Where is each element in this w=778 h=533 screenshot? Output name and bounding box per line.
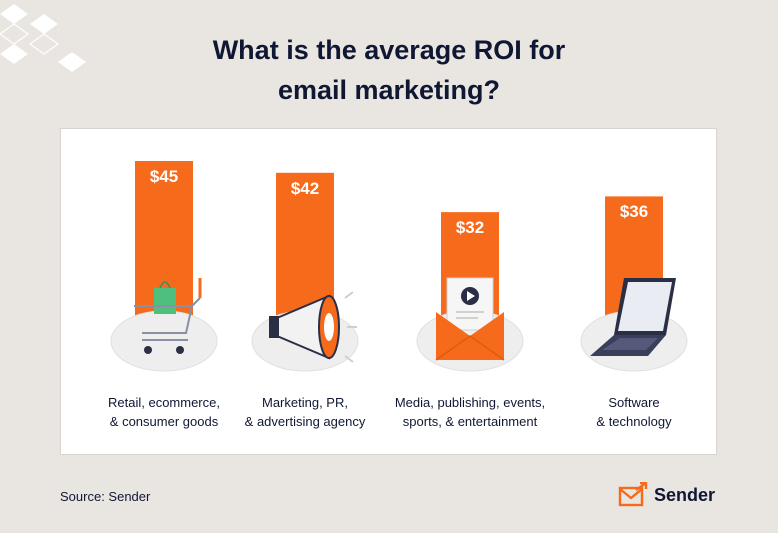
envelope-arrow-icon <box>618 482 648 507</box>
category-label-line: Software <box>608 395 660 410</box>
brand-logo: Sender <box>618 481 715 509</box>
category-label: Retail, ecommerce, & consumer goods <box>84 393 244 431</box>
bar-value-label: $42 <box>290 178 320 198</box>
envelope-play-icon <box>435 277 505 361</box>
category-label: Marketing, PR, & advertising agency <box>225 393 385 431</box>
laptop-icon <box>590 278 676 356</box>
category-label-line: & consumer goods <box>109 414 219 429</box>
category-label-line: & technology <box>596 414 672 429</box>
bar-value-label: $32 <box>455 218 485 238</box>
title-line-2: email marketing? <box>277 75 501 105</box>
shopping-cart-icon <box>134 278 202 354</box>
decorative-diamonds <box>0 4 86 72</box>
title-line-1: What is the average ROI for <box>212 35 566 65</box>
source-note: Source: Sender <box>60 489 151 504</box>
category-label-line: Retail, ecommerce, <box>108 395 220 410</box>
brand-name: Sender <box>654 484 716 505</box>
megaphone-icon <box>269 291 357 363</box>
category-label-line: Media, publishing, events, <box>394 395 546 410</box>
category-label-line: Marketing, PR, <box>262 395 348 410</box>
category-label: Software & technology <box>554 393 714 431</box>
bar-value-label: $45 <box>149 167 179 186</box>
bar-value-label: $36 <box>619 202 649 222</box>
category-label-line: sports, & entertainment <box>402 414 538 429</box>
category-label: Media, publishing, events, sports, & ente… <box>390 393 550 431</box>
page-title: What is the average ROI for email market… <box>0 30 778 110</box>
roi-bar-chart <box>110 161 688 372</box>
category-label-line: & advertising agency <box>244 414 366 429</box>
